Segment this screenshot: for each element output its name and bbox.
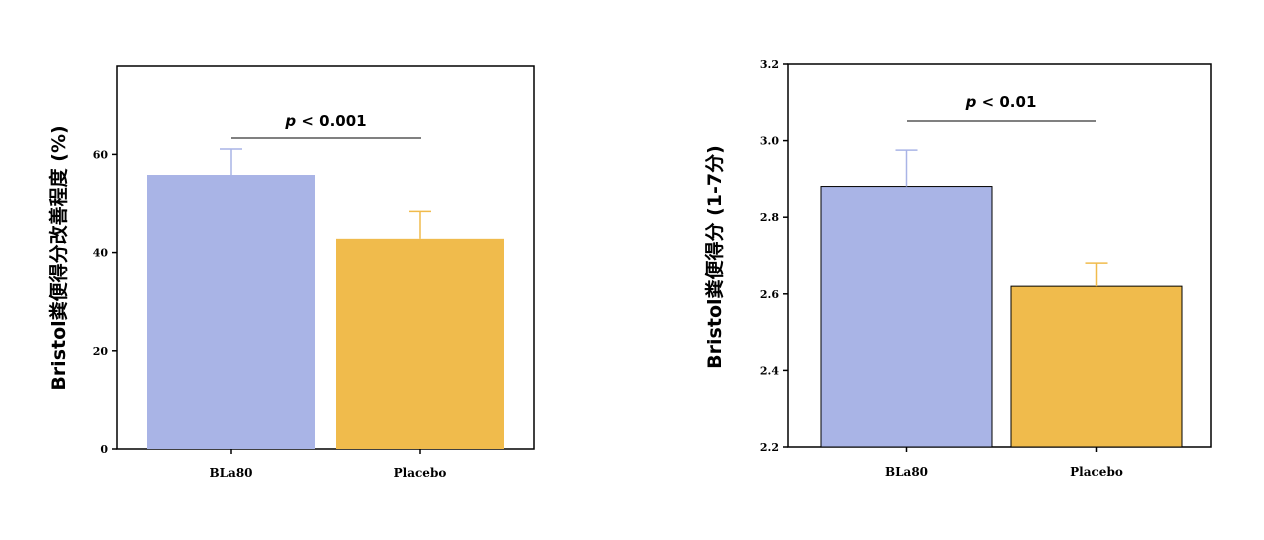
left-y-tick-label: 40 (93, 247, 109, 260)
right-p-symbol: p (965, 93, 977, 111)
left-plot-frame (116, 65, 535, 450)
right-y-tick-label: 2.4 (760, 364, 779, 377)
right-y-tick-label: 2.8 (760, 211, 779, 224)
left-chart: Bristol粪便得分改善程度 (%) 0 20 40 60 BLa80 Placebo… (47, 65, 535, 480)
right-bar-bla80 (820, 186, 993, 448)
left-bar-bla80 (147, 175, 315, 449)
right-y-tick-label: 3.0 (760, 135, 779, 148)
left-bar-placebo (336, 238, 504, 449)
left-y-axis-label: Bristol粪便得分改善程度 (%) (47, 125, 70, 390)
left-y-tick-label: 0 (100, 443, 108, 456)
right-p-threshold: < 0.01 (976, 93, 1036, 111)
left-p-value-annotation: p < 0.001 (284, 112, 366, 130)
left-y-tick-label: 20 (93, 345, 109, 358)
right-category-label: BLa80 (885, 465, 928, 479)
left-p-symbol: p (284, 112, 296, 130)
left-category-label: BLa80 (209, 466, 252, 480)
right-category-label: Placebo (1070, 465, 1123, 479)
right-chart: Bristol粪便得分 (1-7分) 2.2 2.4 2.6 2.8 3.0 3.2 BL… (703, 58, 1212, 479)
right-p-value-annotation: p < 0.01 (965, 93, 1037, 111)
right-bar-placebo (1010, 285, 1183, 448)
right-plot-frame (787, 63, 1212, 448)
right-y-tick-label: 2.2 (760, 441, 779, 454)
left-y-tick-label: 60 (93, 148, 109, 161)
right-y-tick-label: 2.6 (760, 288, 779, 301)
right-y-tick-label: 3.2 (760, 58, 779, 71)
left-category-label: Placebo (394, 466, 447, 480)
right-y-axis-label: Bristol粪便得分 (1-7分) (703, 145, 726, 369)
left-p-threshold: < 0.001 (296, 112, 366, 130)
